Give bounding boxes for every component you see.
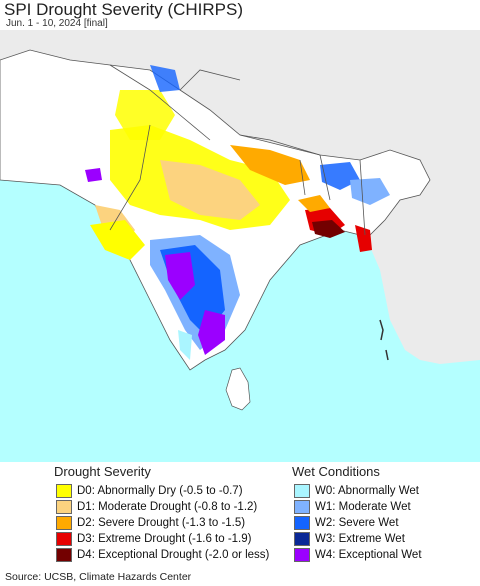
w4-tamilnadu [198, 310, 225, 355]
legend-d2: D2: Severe Drought (-1.3 to -1.5) [56, 515, 245, 531]
legend-label: W0: Abnormally Wet [315, 485, 419, 497]
drought-map [0, 30, 480, 464]
legend-label: D2: Severe Drought (-1.3 to -1.5) [77, 517, 246, 529]
w2-pakistan [150, 65, 180, 92]
d3-myanmar-coast [355, 225, 372, 252]
legend-label: D3: Extreme Drought (-1.6 to -1.9) [77, 533, 252, 545]
legend-label: W1: Moderate Wet [315, 501, 411, 513]
swatch-w0 [294, 484, 310, 498]
swatch-w4 [294, 548, 310, 562]
legend-w1: W1: Moderate Wet [294, 499, 411, 515]
legend-w2: W2: Severe Wet [294, 515, 399, 531]
wet-legend-title: Wet Conditions [292, 464, 380, 479]
legend-d0: D0: Abnormally Dry (-0.5 to -0.7) [56, 483, 243, 499]
legend-label: W3: Extreme Wet [315, 533, 405, 545]
legend-label: W4: Exceptional Wet [315, 549, 422, 561]
source-credit: Source: UCSB, Climate Hazards Center [5, 571, 192, 583]
map-subtitle: Jun. 1 - 10, 2024 [final] [6, 18, 108, 29]
legend-d3: D3: Extreme Drought (-1.6 to -1.9) [56, 531, 251, 547]
d2-gangetic [230, 145, 310, 185]
d0-pakistan [115, 90, 175, 140]
d4-bengal [312, 220, 345, 238]
boundary-lines [109, 64, 366, 236]
w1-northeast [350, 178, 390, 205]
swatch-d3 [56, 532, 72, 546]
swatch-d0 [56, 484, 72, 498]
legend-label: D1: Moderate Drought (-0.8 to -1.2) [77, 501, 258, 513]
d2-bengal [298, 195, 330, 212]
andaman-islands [379, 319, 389, 361]
legend-label: W2: Severe Wet [315, 517, 399, 529]
legend-w3: W3: Extreme Wet [294, 531, 405, 547]
w4-gujarat-spot [85, 168, 102, 182]
legend-d4: D4: Exceptional Drought (-2.0 or less) [56, 547, 269, 563]
swatch-d1 [56, 500, 72, 514]
legend: Drought Severity Wet Conditions D0: Abno… [0, 462, 480, 566]
legend-w0: W0: Abnormally Wet [294, 483, 419, 499]
map-title: SPI Drought Severity (CHIRPS) [4, 0, 244, 19]
drought-legend-title: Drought Severity [54, 464, 151, 479]
d1-central-india [160, 160, 260, 220]
sri-lanka [225, 367, 251, 411]
w0-kerala [178, 330, 192, 360]
legend-w4: W4: Exceptional Wet [294, 547, 422, 563]
w2-northeast [320, 162, 360, 190]
swatch-d2 [56, 516, 72, 530]
legend-d1: D1: Moderate Drought (-0.8 to -1.2) [56, 499, 257, 515]
legend-label: D0: Abnormally Dry (-0.5 to -0.7) [77, 485, 243, 497]
legend-label: D4: Exceptional Drought (-2.0 or less) [77, 549, 270, 561]
swatch-d4 [56, 548, 72, 562]
swatch-w3 [294, 532, 310, 546]
swatch-w2 [294, 516, 310, 530]
w4-karnataka [165, 252, 195, 300]
swatch-w1 [294, 500, 310, 514]
d0-gujarat [90, 220, 145, 260]
